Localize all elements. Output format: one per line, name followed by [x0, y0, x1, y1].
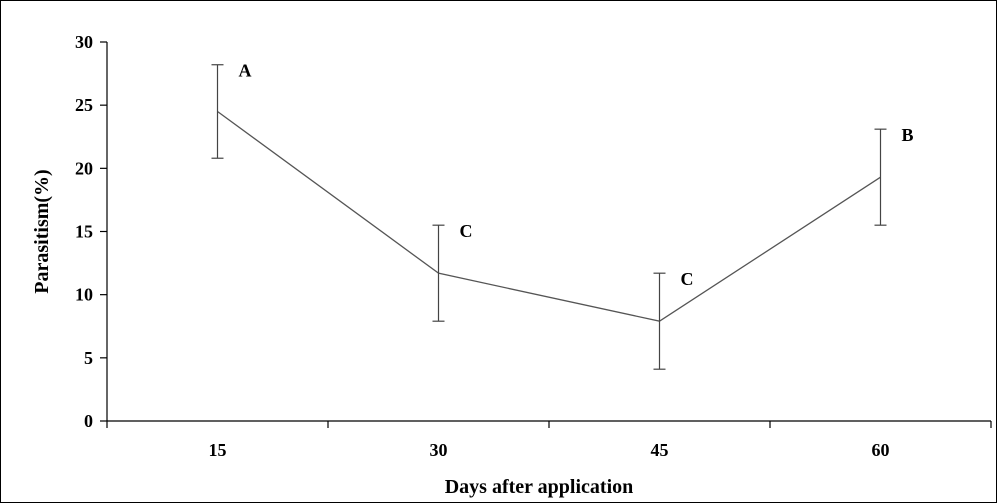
- significance-letter: C: [681, 269, 694, 289]
- error-bar: [874, 128, 887, 226]
- y-tick-label: 10: [75, 285, 93, 305]
- y-tick-label: 0: [84, 411, 93, 431]
- y-tick-label: 25: [75, 95, 93, 115]
- error-bar: [653, 272, 666, 370]
- x-tick-label: 45: [651, 440, 669, 460]
- x-tick-label: 30: [430, 440, 448, 460]
- significance-letter: C: [460, 221, 473, 241]
- significance-letter: B: [902, 125, 914, 145]
- y-tick-label: 15: [75, 222, 93, 242]
- y-tick-label: 20: [75, 158, 93, 178]
- significance-letter: A: [239, 61, 252, 81]
- y-tick-label: 5: [84, 348, 93, 368]
- x-axis-title: Days after application: [445, 476, 634, 498]
- plot-area: A C C B: [211, 61, 914, 370]
- y-axis-title: Parasitism(%): [31, 169, 53, 293]
- error-bar: [211, 64, 224, 159]
- x-tick-label: 60: [872, 440, 890, 460]
- y-tick-label: 30: [75, 32, 93, 52]
- x-tick-label: 15: [209, 440, 227, 460]
- x-axis: 15 30 45 60: [106, 420, 992, 460]
- error-bar: [432, 224, 445, 322]
- y-axis: 0 5 10 15 20 25 30: [75, 32, 108, 431]
- series-line: [217, 110, 881, 322]
